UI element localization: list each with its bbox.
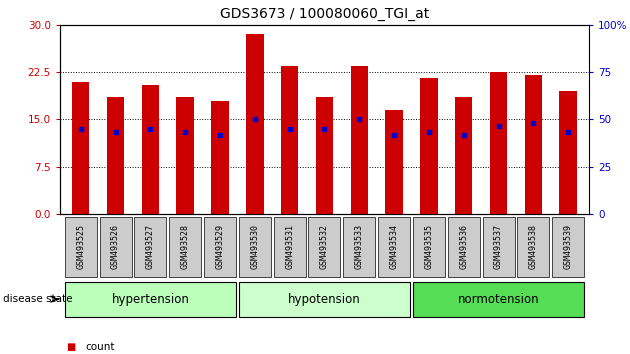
- Bar: [176, 97, 194, 214]
- Bar: [559, 91, 577, 214]
- FancyBboxPatch shape: [448, 217, 479, 277]
- Bar: [211, 101, 229, 214]
- Text: GSM493533: GSM493533: [355, 224, 364, 269]
- FancyBboxPatch shape: [517, 217, 549, 277]
- Text: GSM493531: GSM493531: [285, 224, 294, 269]
- Text: disease state: disease state: [3, 294, 72, 304]
- FancyBboxPatch shape: [413, 282, 584, 316]
- Bar: [350, 66, 368, 214]
- Text: hypotension: hypotension: [288, 293, 361, 306]
- FancyBboxPatch shape: [239, 217, 271, 277]
- Text: GSM493529: GSM493529: [215, 224, 224, 269]
- Bar: [72, 81, 89, 214]
- Text: count: count: [85, 342, 115, 352]
- Text: GSM493535: GSM493535: [425, 224, 433, 269]
- Text: GSM493525: GSM493525: [76, 224, 85, 269]
- Bar: [455, 97, 472, 214]
- Bar: [246, 34, 263, 214]
- FancyBboxPatch shape: [343, 217, 375, 277]
- FancyBboxPatch shape: [309, 217, 340, 277]
- Text: GSM493532: GSM493532: [320, 224, 329, 269]
- Text: normotension: normotension: [458, 293, 539, 306]
- Bar: [316, 97, 333, 214]
- Bar: [142, 85, 159, 214]
- Text: GSM493534: GSM493534: [389, 224, 399, 269]
- FancyBboxPatch shape: [65, 217, 97, 277]
- Text: GSM493527: GSM493527: [146, 224, 155, 269]
- Text: GSM493530: GSM493530: [250, 224, 260, 269]
- FancyBboxPatch shape: [239, 282, 410, 316]
- Bar: [107, 97, 124, 214]
- Bar: [420, 79, 438, 214]
- FancyBboxPatch shape: [204, 217, 236, 277]
- Title: GDS3673 / 100080060_TGI_at: GDS3673 / 100080060_TGI_at: [220, 7, 429, 21]
- FancyBboxPatch shape: [483, 217, 515, 277]
- FancyBboxPatch shape: [552, 217, 584, 277]
- Bar: [281, 66, 299, 214]
- Text: GSM493536: GSM493536: [459, 224, 468, 269]
- Text: GSM493528: GSM493528: [181, 224, 190, 269]
- Text: GSM493526: GSM493526: [111, 224, 120, 269]
- FancyBboxPatch shape: [273, 217, 306, 277]
- FancyBboxPatch shape: [65, 282, 236, 316]
- FancyBboxPatch shape: [134, 217, 166, 277]
- Bar: [525, 75, 542, 214]
- FancyBboxPatch shape: [413, 217, 445, 277]
- Text: ■: ■: [66, 342, 76, 352]
- Text: GSM493539: GSM493539: [564, 224, 573, 269]
- FancyBboxPatch shape: [100, 217, 132, 277]
- Text: hypertension: hypertension: [112, 293, 189, 306]
- Bar: [490, 72, 507, 214]
- Text: GSM493537: GSM493537: [494, 224, 503, 269]
- FancyBboxPatch shape: [378, 217, 410, 277]
- Text: GSM493538: GSM493538: [529, 224, 538, 269]
- FancyBboxPatch shape: [169, 217, 201, 277]
- Bar: [386, 110, 403, 214]
